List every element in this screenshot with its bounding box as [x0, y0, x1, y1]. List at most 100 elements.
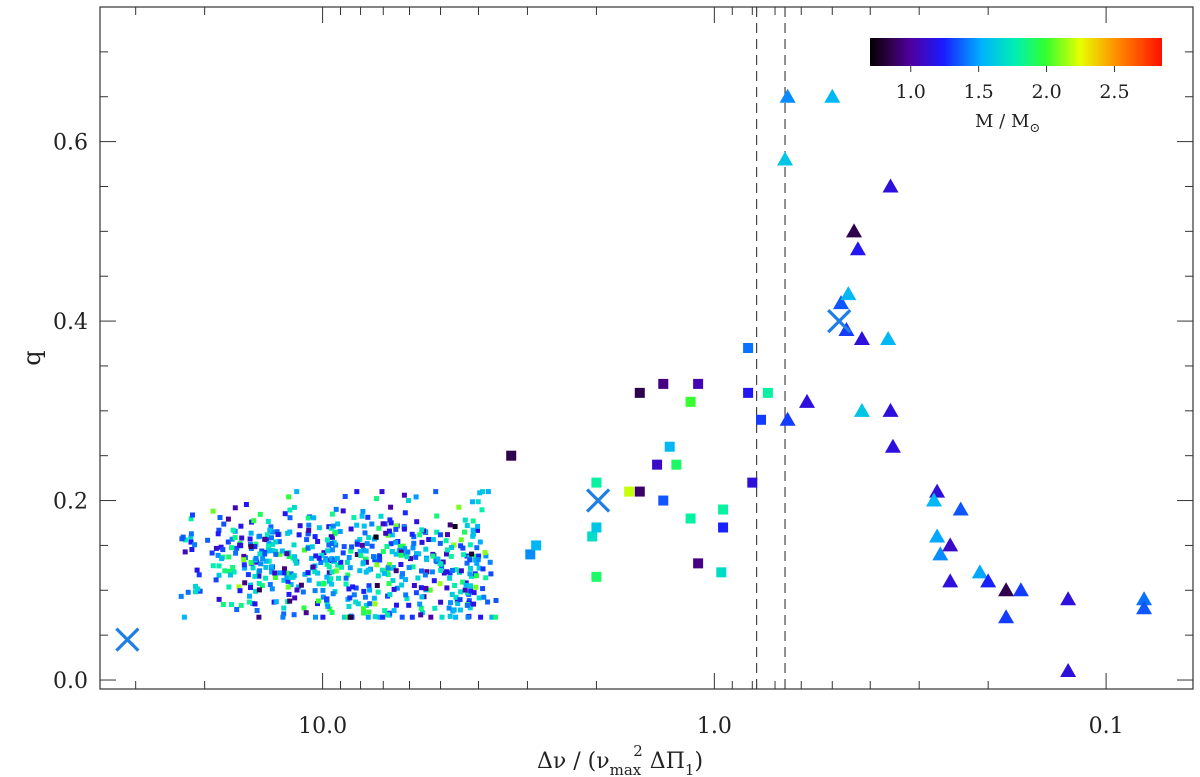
cloud-point	[427, 587, 433, 593]
cloud-point	[259, 548, 265, 554]
cloud-point	[458, 589, 464, 595]
cloud-point	[389, 532, 395, 538]
axis-tick-labels: 10.0 1.0 0.1 0.0 0.2 0.4 0.6	[53, 131, 1124, 739]
cloud-point	[286, 591, 292, 597]
cloud-point	[452, 524, 458, 529]
cloud-point	[399, 614, 405, 620]
cloud-point	[464, 560, 470, 566]
cloud-point	[373, 534, 379, 540]
cloud-point	[487, 559, 493, 565]
cloud-point	[423, 546, 429, 552]
cloud-point	[394, 602, 399, 608]
cloud-point	[335, 562, 341, 568]
cloud-point	[312, 569, 318, 575]
cloud-point	[193, 589, 198, 595]
cloud-point	[340, 550, 346, 556]
cloud-point	[387, 517, 393, 523]
cloud-point	[430, 553, 436, 559]
square-point	[762, 387, 773, 398]
cloud-point	[482, 550, 488, 556]
triangle-point	[942, 573, 959, 588]
cloud-point	[188, 516, 194, 522]
cloud-point	[282, 566, 287, 572]
cloud-point	[229, 545, 234, 551]
cloud-point	[273, 549, 278, 554]
cloud-point	[380, 521, 386, 527]
cross-point	[585, 488, 611, 513]
cloud-point	[472, 553, 478, 559]
triangle-point	[882, 402, 899, 417]
cloud-point	[316, 581, 322, 587]
cloud-point	[229, 602, 234, 607]
cloud-point	[288, 571, 294, 577]
square-point	[591, 477, 602, 488]
cloud-point	[462, 517, 468, 523]
cloud-point	[493, 614, 499, 620]
cloud-point	[292, 554, 298, 560]
cloud-point	[450, 608, 456, 614]
cloud-point	[332, 531, 338, 537]
colorbar-tick-label: 1.0	[896, 81, 926, 103]
cloud-point	[476, 553, 482, 559]
cloud-point	[291, 573, 297, 579]
cloud-point	[248, 560, 254, 565]
cloud-point	[411, 540, 417, 546]
cloud-point	[351, 515, 357, 521]
cloud-point	[260, 556, 266, 562]
cloud-point	[305, 515, 311, 521]
cloud-point	[226, 584, 232, 590]
cloud-point	[316, 555, 322, 561]
cloud-point	[185, 589, 191, 595]
cloud-point	[257, 511, 263, 517]
cloud-point	[480, 586, 486, 592]
cloud-point	[327, 606, 333, 612]
square-point	[634, 387, 645, 398]
cloud-point	[242, 565, 248, 571]
cloud-point	[269, 529, 275, 535]
cloud-point	[480, 489, 486, 495]
cloud-point	[306, 527, 312, 533]
cloud-point	[393, 551, 399, 557]
cloud-point	[438, 532, 443, 538]
cloud-point	[262, 551, 268, 557]
square-point	[671, 459, 682, 470]
cloud-point	[326, 542, 332, 548]
triangle-point	[998, 609, 1015, 624]
cloud-point	[215, 552, 221, 558]
cloud-point	[475, 523, 481, 529]
cloud-point	[267, 527, 273, 533]
cloud-point	[328, 534, 334, 540]
cloud-point	[329, 511, 335, 517]
cloud-point	[361, 588, 367, 594]
cloud-point	[449, 591, 455, 597]
cloud-point	[461, 552, 467, 558]
cloud-point	[485, 599, 491, 605]
triangle-point	[840, 286, 857, 301]
cloud-point	[471, 601, 477, 607]
triangle-point	[998, 582, 1015, 597]
cloud-point	[254, 608, 260, 613]
square-point	[693, 378, 704, 389]
cloud-point	[419, 539, 425, 545]
triangle-point	[853, 331, 870, 346]
cloud-point	[398, 562, 404, 567]
cloud-point	[323, 557, 328, 563]
cloud-point	[437, 540, 443, 546]
cloud-point	[294, 587, 300, 593]
cloud-point	[382, 570, 387, 576]
cloud-point	[210, 563, 216, 569]
cloud-point	[450, 567, 455, 573]
cloud-point	[273, 551, 279, 557]
cloud-point	[404, 596, 410, 601]
cloud-point	[262, 536, 268, 542]
cloud-point	[456, 504, 462, 510]
cloud-point	[385, 572, 391, 578]
triangle-point	[779, 88, 796, 103]
cloud-point	[297, 523, 303, 529]
cloud-point	[470, 499, 475, 505]
cloud-point	[348, 526, 354, 532]
cloud-point	[291, 542, 297, 548]
cloud-point	[269, 535, 274, 541]
cloud-point	[257, 533, 263, 539]
cloud-point	[361, 560, 366, 566]
